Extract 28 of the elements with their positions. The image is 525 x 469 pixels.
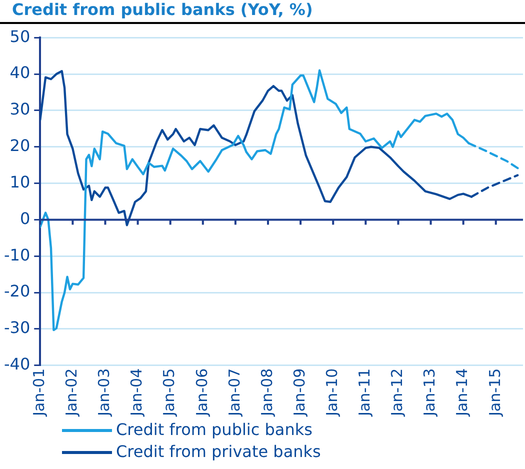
x-tick-label: Jan-10 [323,368,341,418]
legend-label: Credit from public banks [116,419,312,441]
x-tick-label: Jan-06 [192,368,211,418]
x-tick-label: Jan-15 [486,368,504,418]
x-tick-label: Jan-12 [388,368,406,418]
x-tick-label: Jan-05 [160,368,178,418]
x-tick-label: Jan-11 [356,368,374,418]
x-tick-label: Jan-08 [258,368,276,418]
x-tick-label: Jan-04 [128,368,146,418]
y-tick-label: 10 [10,172,30,192]
x-tick-label: Jan-13 [420,368,439,418]
y-tick-label: 0 [20,208,30,228]
x-tick-label: Jan-01 [30,368,48,418]
x-tick-label: Jan-09 [290,368,308,418]
y-tick-label: -10 [4,245,30,264]
x-tick-label: Jan-14 [453,368,472,418]
y-tick-label: -40 [4,354,30,374]
y-tick-label: -20 [4,282,30,301]
x-tick-label: Jan-02 [62,368,81,418]
x-tick-label: Jan-07 [225,368,244,418]
legend-label: Credit from private banks [116,441,321,463]
y-tick-label: 40 [10,63,30,82]
y-tick-label: -30 [4,318,30,338]
x-tick-label: Jan-03 [95,368,114,418]
y-tick-label: 30 [10,100,30,119]
y-tick-label: 20 [10,136,30,156]
chart-title: Credit from public banks (YoY, %) [0,0,525,24]
y-tick-label: 50 [10,26,30,46]
